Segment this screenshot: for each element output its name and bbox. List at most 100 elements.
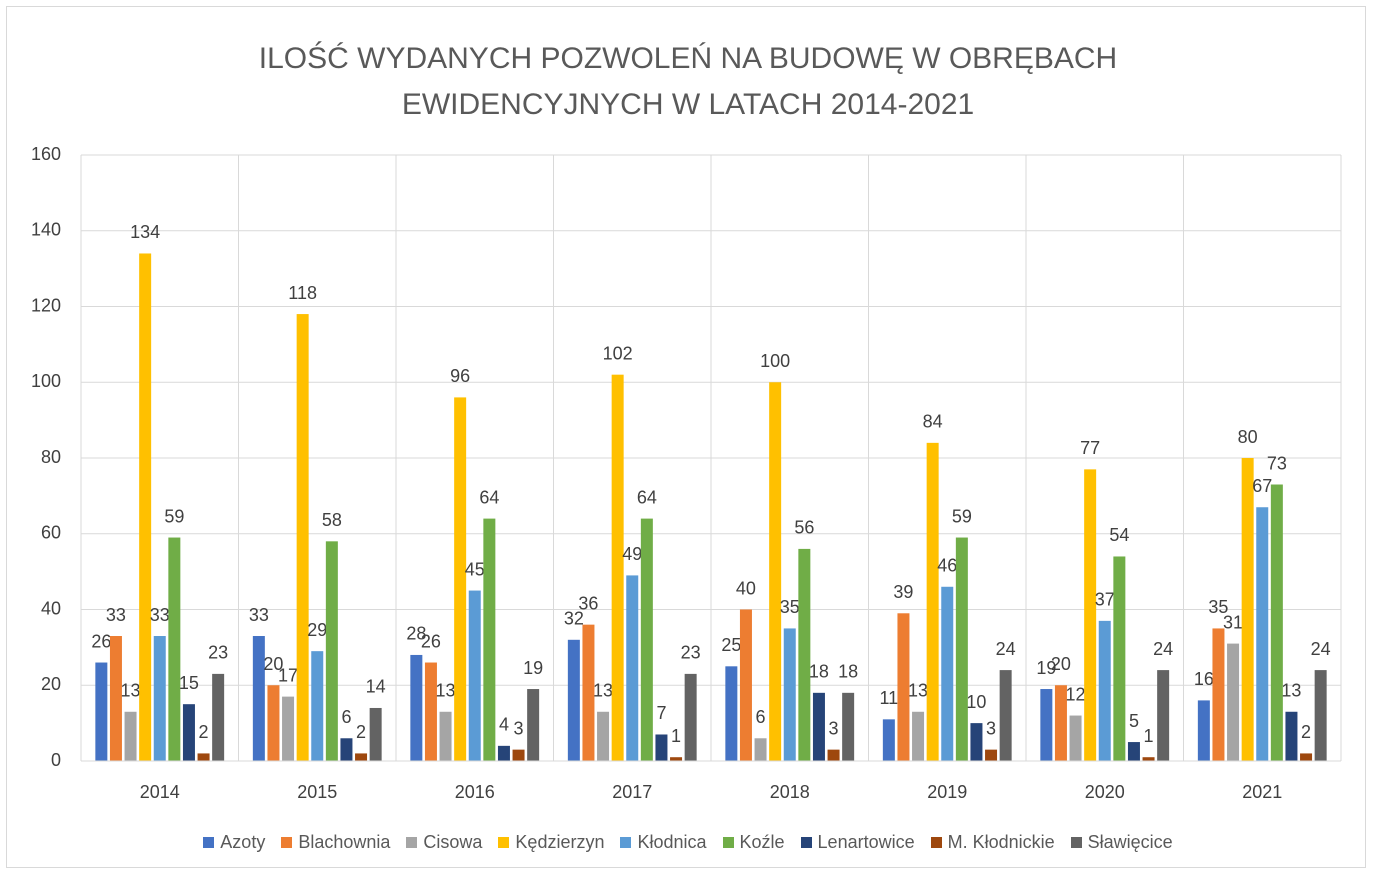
data-label: 19 bbox=[1036, 658, 1056, 678]
bar bbox=[842, 692, 855, 761]
bar bbox=[340, 738, 353, 761]
bar bbox=[827, 749, 840, 761]
data-label: 26 bbox=[91, 631, 111, 651]
x-tick-label: 2019 bbox=[927, 782, 967, 802]
data-label: 23 bbox=[681, 643, 701, 663]
bar bbox=[1142, 757, 1155, 761]
bar bbox=[512, 749, 525, 761]
bar bbox=[1127, 742, 1140, 761]
x-tick-label: 2020 bbox=[1085, 782, 1125, 802]
data-label: 96 bbox=[450, 366, 470, 386]
legend-swatch bbox=[722, 837, 734, 848]
bar bbox=[812, 692, 825, 761]
data-label: 32 bbox=[564, 609, 584, 629]
bar bbox=[582, 624, 595, 761]
y-tick-label: 60 bbox=[41, 523, 61, 543]
bar bbox=[497, 745, 510, 761]
data-label: 5 bbox=[1129, 711, 1139, 731]
bar bbox=[439, 711, 452, 761]
legend-item: Koźle bbox=[722, 832, 785, 853]
data-label: 36 bbox=[578, 593, 598, 613]
data-label: 18 bbox=[838, 662, 858, 682]
data-label: 26 bbox=[421, 631, 441, 651]
x-tick-label: 2014 bbox=[140, 782, 180, 802]
bar bbox=[139, 253, 152, 761]
bar bbox=[454, 397, 467, 761]
bar bbox=[798, 548, 811, 761]
legend-label: Sławięcice bbox=[1087, 832, 1173, 852]
data-label: 11 bbox=[880, 688, 899, 708]
legend-swatch bbox=[930, 837, 942, 848]
bar bbox=[252, 636, 265, 761]
bar bbox=[1040, 689, 1053, 761]
bar bbox=[926, 442, 939, 761]
data-label: 102 bbox=[603, 343, 633, 363]
data-label: 64 bbox=[479, 487, 499, 507]
bar bbox=[941, 586, 954, 761]
legend-swatch bbox=[1070, 837, 1082, 848]
chart-frame bbox=[6, 6, 1366, 868]
bar bbox=[670, 757, 683, 761]
bar bbox=[1314, 670, 1327, 761]
data-label: 2 bbox=[1301, 722, 1311, 742]
bar bbox=[1113, 556, 1126, 761]
legend-item: Cisowa bbox=[406, 832, 482, 853]
bar bbox=[882, 719, 895, 761]
data-label: 28 bbox=[406, 624, 426, 644]
y-tick-label: 20 bbox=[41, 674, 61, 694]
data-label: 40 bbox=[736, 578, 756, 598]
data-label: 13 bbox=[908, 681, 928, 701]
data-label: 19 bbox=[523, 658, 543, 678]
data-label: 3 bbox=[986, 718, 996, 738]
bar bbox=[655, 734, 668, 761]
data-label: 73 bbox=[1267, 453, 1287, 473]
data-label: 16 bbox=[1194, 669, 1214, 689]
bar bbox=[1054, 685, 1067, 761]
bar bbox=[153, 636, 166, 761]
bar bbox=[640, 518, 653, 761]
x-tick-label: 2021 bbox=[1242, 782, 1282, 802]
data-label: 2 bbox=[199, 722, 209, 742]
bar bbox=[95, 662, 108, 761]
legend-item: M. Kłodnickie bbox=[930, 832, 1055, 853]
bar bbox=[955, 537, 968, 761]
bar bbox=[783, 628, 796, 761]
bar bbox=[212, 673, 225, 761]
bar bbox=[970, 723, 983, 761]
bar bbox=[1300, 753, 1313, 761]
legend-swatch bbox=[498, 837, 510, 848]
x-tick-label: 2017 bbox=[612, 782, 652, 802]
bar bbox=[124, 711, 137, 761]
data-label: 59 bbox=[952, 506, 972, 526]
data-label: 35 bbox=[1208, 597, 1228, 617]
data-label: 33 bbox=[249, 605, 269, 625]
data-label: 45 bbox=[465, 559, 485, 579]
data-label: 54 bbox=[1109, 525, 1129, 545]
bar bbox=[424, 662, 437, 761]
bar bbox=[109, 636, 122, 761]
data-label: 3 bbox=[829, 718, 839, 738]
bar bbox=[1256, 507, 1269, 761]
bar bbox=[597, 711, 610, 761]
data-label: 14 bbox=[366, 677, 386, 697]
legend-item: Sławięcice bbox=[1070, 832, 1173, 853]
y-tick-label: 100 bbox=[31, 371, 61, 391]
legend-label: Lenartowice bbox=[817, 832, 915, 852]
data-label: 100 bbox=[760, 351, 790, 371]
data-label: 35 bbox=[780, 597, 800, 617]
data-label: 13 bbox=[1281, 681, 1301, 701]
bar bbox=[325, 541, 338, 761]
y-tick-label: 80 bbox=[41, 447, 61, 467]
bar bbox=[1197, 700, 1210, 761]
legend-label: Azoty bbox=[220, 832, 266, 852]
bar bbox=[725, 666, 738, 761]
data-label: 80 bbox=[1238, 427, 1258, 447]
bar bbox=[754, 738, 767, 761]
data-label: 20 bbox=[1051, 654, 1071, 674]
data-label: 20 bbox=[263, 654, 283, 674]
data-label: 59 bbox=[164, 506, 184, 526]
data-label: 31 bbox=[1223, 612, 1243, 632]
data-label: 2 bbox=[356, 722, 366, 742]
data-label: 39 bbox=[893, 582, 913, 602]
